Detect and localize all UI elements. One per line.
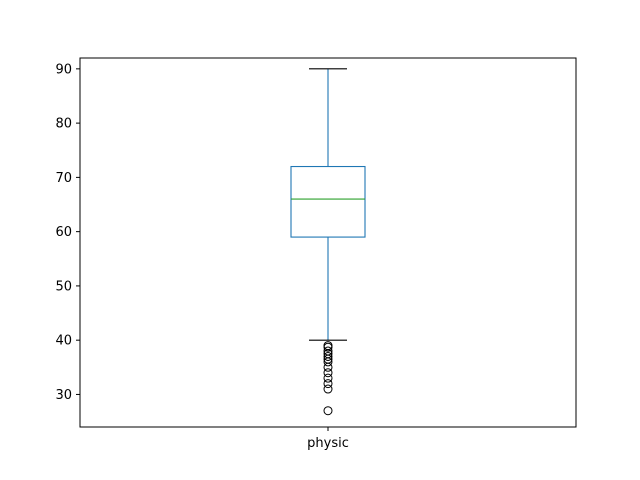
outlier-point bbox=[323, 362, 333, 372]
outlier-point bbox=[323, 384, 333, 394]
outlier-point bbox=[323, 373, 333, 383]
outlier-point bbox=[323, 406, 333, 416]
y-tick-label: 50 bbox=[55, 279, 72, 294]
x-tick-label: physic bbox=[307, 436, 349, 451]
y-tick-label: 70 bbox=[55, 171, 72, 186]
outlier-point bbox=[323, 351, 333, 361]
y-tick-label: 60 bbox=[55, 225, 72, 240]
y-tick-label: 40 bbox=[55, 334, 72, 349]
outlier-point bbox=[323, 357, 333, 367]
outlier-point bbox=[323, 342, 333, 352]
y-tick-label: 90 bbox=[55, 62, 72, 77]
outlier-point bbox=[323, 368, 333, 378]
y-tick-label: 80 bbox=[55, 117, 72, 132]
iqr-box bbox=[290, 165, 366, 238]
outlier-point bbox=[323, 379, 333, 389]
y-tick-label: 30 bbox=[55, 388, 72, 403]
